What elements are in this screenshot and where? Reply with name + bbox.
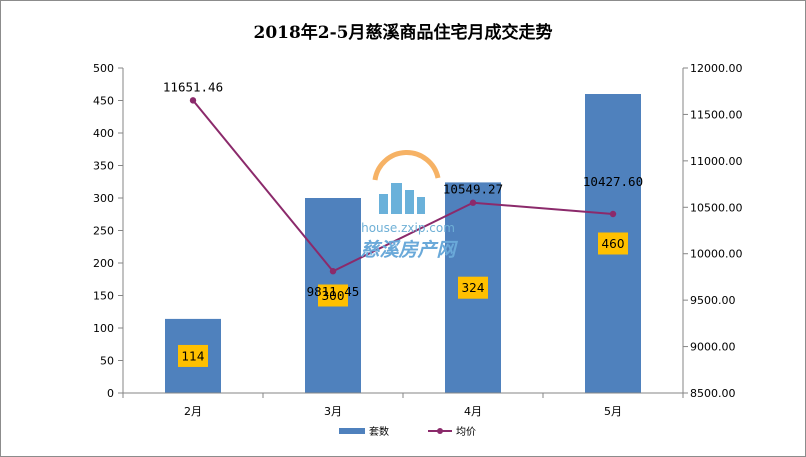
x-tick-label: 4月	[464, 405, 482, 418]
left-tick-label: 250	[93, 225, 114, 238]
right-tick-label: 8500.00	[690, 387, 736, 400]
right-tick-label: 10000.00	[690, 248, 743, 261]
price-label-2: 9811.45	[307, 284, 360, 299]
legend: 套数 均价	[339, 425, 476, 438]
x-axis-ticks: 2月 3月 4月 5月	[122, 393, 684, 418]
watermark-url: house.zxip.com	[361, 221, 455, 235]
left-tick-label: 0	[107, 387, 114, 400]
price-label-3: 10549.27	[443, 182, 503, 197]
price-label-4: 10427.60	[583, 174, 643, 189]
x-tick-label: 2月	[184, 405, 202, 418]
bar-data-label-4: 460	[602, 237, 625, 251]
line-data-labels: 11651.46 9811.45 10549.27 10427.60	[163, 79, 643, 299]
price-point-2	[329, 268, 337, 275]
price-line	[192, 99, 614, 273]
left-tick-label: 350	[93, 160, 114, 173]
bar-data-label-2: 300	[322, 289, 345, 303]
left-tick-label: 150	[93, 290, 114, 303]
watermark-building-icon	[379, 183, 425, 214]
line-series	[189, 97, 617, 275]
left-tick-label: 200	[93, 257, 114, 270]
left-tick-label: 400	[93, 127, 114, 140]
price-point-4	[609, 210, 617, 218]
bar-label-bg-4	[598, 232, 628, 255]
watermark: house.zxip.com 慈溪房产网	[360, 150, 458, 261]
watermark-arc	[372, 150, 441, 181]
left-tick-label: 50	[100, 355, 114, 368]
left-axis-ticks: 0 50 100 150 200 250 300 350 400 450 500	[93, 62, 123, 400]
legend-bar-swatch	[339, 428, 365, 434]
right-tick-label: 10500.00	[690, 201, 743, 214]
chart-title: 2018年2-5月慈溪商品住宅月成交走势	[253, 23, 553, 43]
watermark-name: 慈溪房产网	[360, 239, 458, 261]
price-point-1	[189, 97, 197, 104]
x-tick-label: 3月	[324, 405, 342, 418]
left-tick-label: 450	[93, 95, 114, 108]
right-tick-label: 9500.00	[690, 294, 736, 307]
bar-data-label-1: 114	[182, 349, 205, 363]
right-axis-ticks: 8500.00 9000.00 9500.00 10000.00 10500.00 110…	[683, 62, 743, 400]
price-point-3	[469, 199, 477, 206]
left-tick-label: 100	[93, 322, 114, 335]
legend-line-label: 均价	[456, 426, 476, 438]
left-tick-label: 500	[93, 62, 114, 75]
bar-label-bg-3	[458, 276, 488, 299]
right-tick-label: 9000.00	[690, 341, 736, 354]
legend-bar-label: 套数	[369, 425, 389, 438]
right-tick-label: 11000.00	[690, 155, 743, 168]
bar-data-labels: 114 300 324 460	[178, 232, 628, 367]
bar-label-bg-2	[318, 284, 348, 307]
legend-line-marker	[437, 428, 443, 434]
left-tick-label: 300	[93, 192, 114, 205]
price-label-1: 11651.46	[163, 79, 223, 94]
right-tick-label: 12000.00	[690, 62, 743, 75]
right-tick-label: 11500.00	[690, 108, 743, 121]
bar-label-bg-1	[178, 344, 208, 367]
x-tick-label: 5月	[604, 405, 622, 418]
bar-data-label-3: 324	[462, 281, 485, 295]
